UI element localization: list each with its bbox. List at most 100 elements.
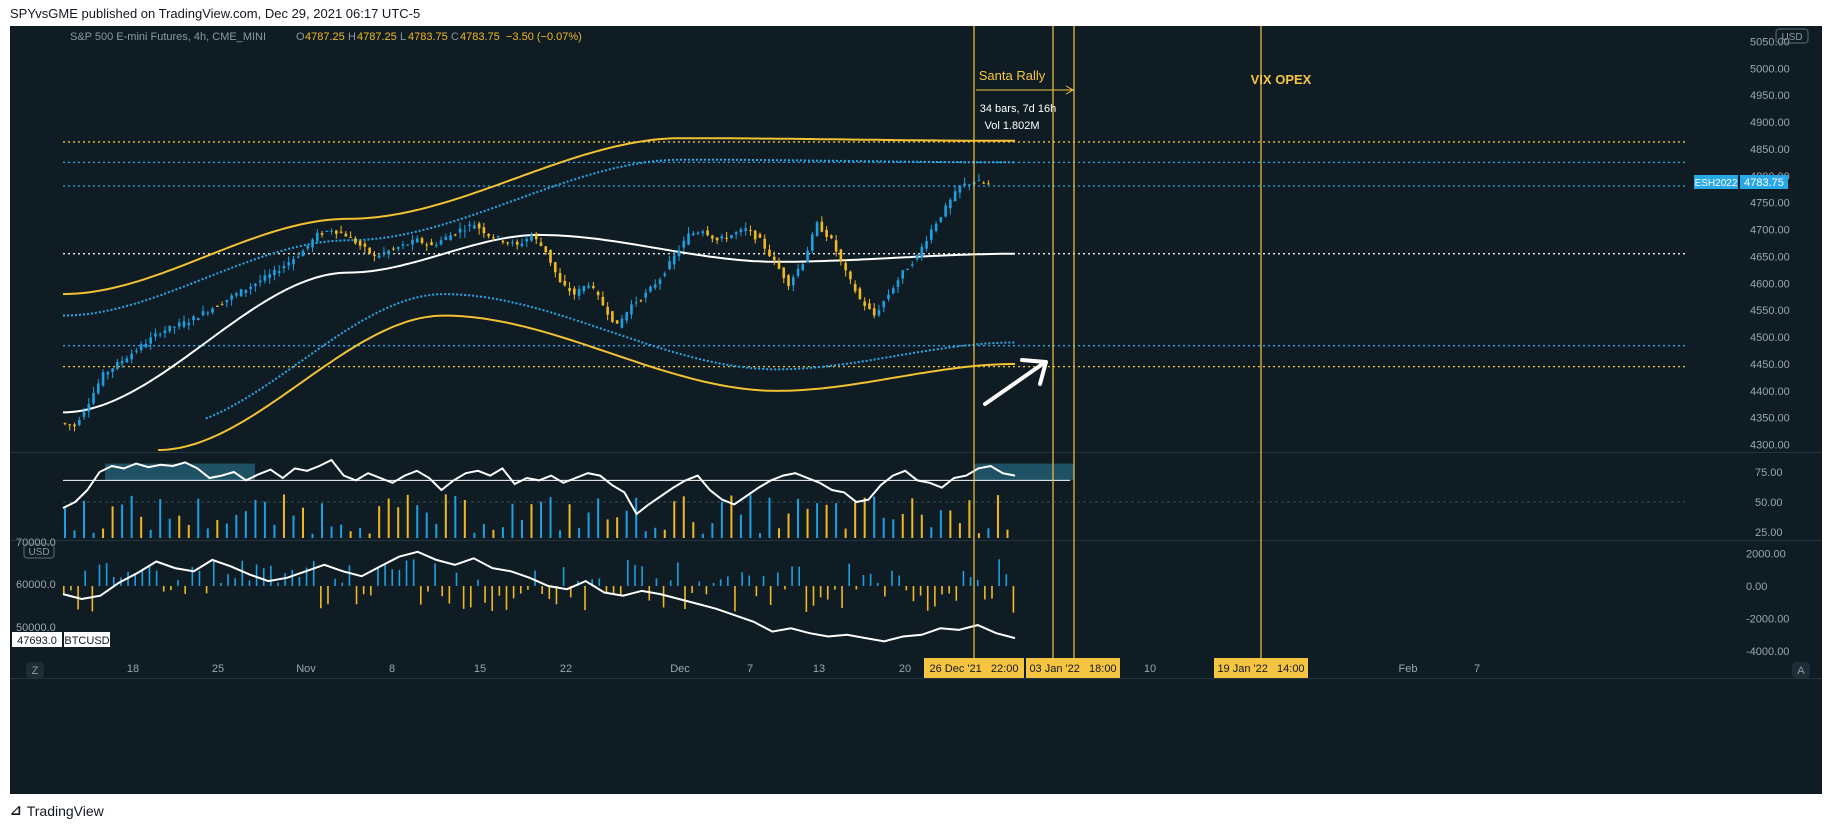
candle-body <box>363 243 367 247</box>
btc-histogram-bar <box>398 569 401 586</box>
candle-body <box>649 286 652 292</box>
btc-histogram-bar <box>812 585 815 606</box>
candle-body <box>901 270 905 279</box>
candle-body <box>811 234 814 251</box>
btc-axis-right-tick-1: 0.00 <box>1746 581 1767 593</box>
currency-main: USD <box>1781 32 1802 43</box>
candle-body <box>330 230 333 232</box>
zoom-corner-button[interactable] <box>26 662 44 678</box>
btc-histogram-bar <box>234 578 236 586</box>
osc-volume-bar <box>92 532 95 538</box>
price-axis-tick-3: 4900.00 <box>1750 117 1790 129</box>
btc-histogram-bar <box>619 585 622 596</box>
currency-btc: USD <box>28 547 49 558</box>
btc-histogram-bar <box>805 585 808 612</box>
osc-volume-bar <box>187 524 190 538</box>
candle-body <box>896 280 900 287</box>
btc-histogram-bar <box>441 585 444 597</box>
price-axis-tick-7: 4700.00 <box>1750 225 1790 237</box>
osc-volume-bar <box>149 529 152 538</box>
osc-volume-bar <box>968 500 971 538</box>
footer: ⊿ TradingView <box>10 802 104 819</box>
candle-body <box>311 239 314 248</box>
candle-body <box>672 255 676 265</box>
candle-body <box>534 233 538 240</box>
candle-body <box>782 267 786 278</box>
candle-body <box>97 383 100 394</box>
btc-histogram-bar <box>876 582 879 586</box>
candle-body <box>877 310 881 316</box>
btc-histogram-bar <box>519 585 522 594</box>
auto-scale-button[interactable] <box>1792 662 1810 678</box>
btc-histogram-bar <box>698 581 701 586</box>
btc-histogram-bar <box>755 585 758 597</box>
osc-volume-bar <box>387 498 390 538</box>
currency-box-btc[interactable] <box>23 543 55 559</box>
btc-histogram-bar <box>434 563 436 586</box>
btc-histogram-bar <box>477 579 479 586</box>
candle-body <box>106 372 110 375</box>
btc-histogram-bar <box>891 570 893 586</box>
price-axis-tick-8: 4650.00 <box>1750 251 1790 263</box>
candle-body <box>725 237 728 239</box>
chart-frame[interactable]: 5050.005000.004950.004900.004850.004800.… <box>10 26 1822 794</box>
candle-body <box>201 311 205 316</box>
btc-histogram-bar <box>284 573 286 586</box>
osc-volume-bar <box>406 494 409 538</box>
btc-axis-left-tick-1: 60000.0 <box>16 579 56 591</box>
candle-body <box>587 285 590 288</box>
candle-body <box>173 326 176 328</box>
candle-body <box>92 392 95 404</box>
btc-histogram-bar <box>370 585 372 596</box>
osc-volume-bar <box>873 496 876 538</box>
candle-body <box>144 343 148 348</box>
osc-volume-bar <box>930 527 933 538</box>
osc-volume-bar <box>311 533 314 538</box>
osc-volume-bar <box>492 529 495 538</box>
time-axis-tick-5: 22 <box>560 663 572 675</box>
osc-volume-bar <box>273 524 276 538</box>
candle-body <box>111 368 114 372</box>
candle-body <box>101 372 105 386</box>
btc-histogram-bar <box>941 585 943 595</box>
osc-volume-bar <box>349 531 352 538</box>
osc-volume-bar <box>720 501 723 538</box>
osc-volume-bar <box>292 515 295 538</box>
osc-volume-bar <box>178 515 181 538</box>
osc-volume-bar <box>816 503 819 538</box>
osc-volume-bar <box>83 500 86 538</box>
btc-histogram-bar <box>955 585 958 601</box>
btc-histogram-bar <box>548 585 551 600</box>
legend-high: 4787.25 <box>357 31 397 43</box>
osc-volume-bar <box>568 504 571 538</box>
legend-l-label: L <box>400 31 406 43</box>
candle-body <box>592 285 595 288</box>
candle-body <box>915 255 919 260</box>
candle-body <box>558 272 562 283</box>
osc-volume-bar <box>263 501 266 538</box>
candle-body <box>377 255 381 258</box>
candle-body <box>458 228 462 233</box>
currency-box-main[interactable] <box>1775 28 1809 44</box>
moving-average-line <box>62 233 1015 414</box>
date-flag-3-box <box>1214 658 1308 678</box>
btc-histogram-bar <box>491 585 493 611</box>
osc-volume-bar <box>321 503 324 538</box>
osc-volume-bar <box>378 506 381 538</box>
candle-body <box>196 318 200 321</box>
btc-histogram-bar <box>898 575 900 586</box>
osc-volume-bar <box>578 528 581 538</box>
osc-axis-tick-1: 50.00 <box>1755 497 1783 509</box>
candle-body <box>206 312 210 314</box>
price-tag-value: 4783.75 <box>1744 177 1784 189</box>
candle-body <box>77 420 81 425</box>
osc-volume-bar <box>501 527 504 538</box>
btc-histogram-bar <box>262 568 265 586</box>
candle-body <box>830 235 833 239</box>
osc-volume-bar <box>454 495 457 538</box>
candle-body <box>463 230 467 232</box>
btc-histogram-bar <box>769 585 772 606</box>
chart-canvas[interactable]: 5050.005000.004950.004900.004850.004800.… <box>10 26 1822 794</box>
btc-histogram-bar <box>177 579 179 586</box>
candle-body <box>734 232 738 235</box>
